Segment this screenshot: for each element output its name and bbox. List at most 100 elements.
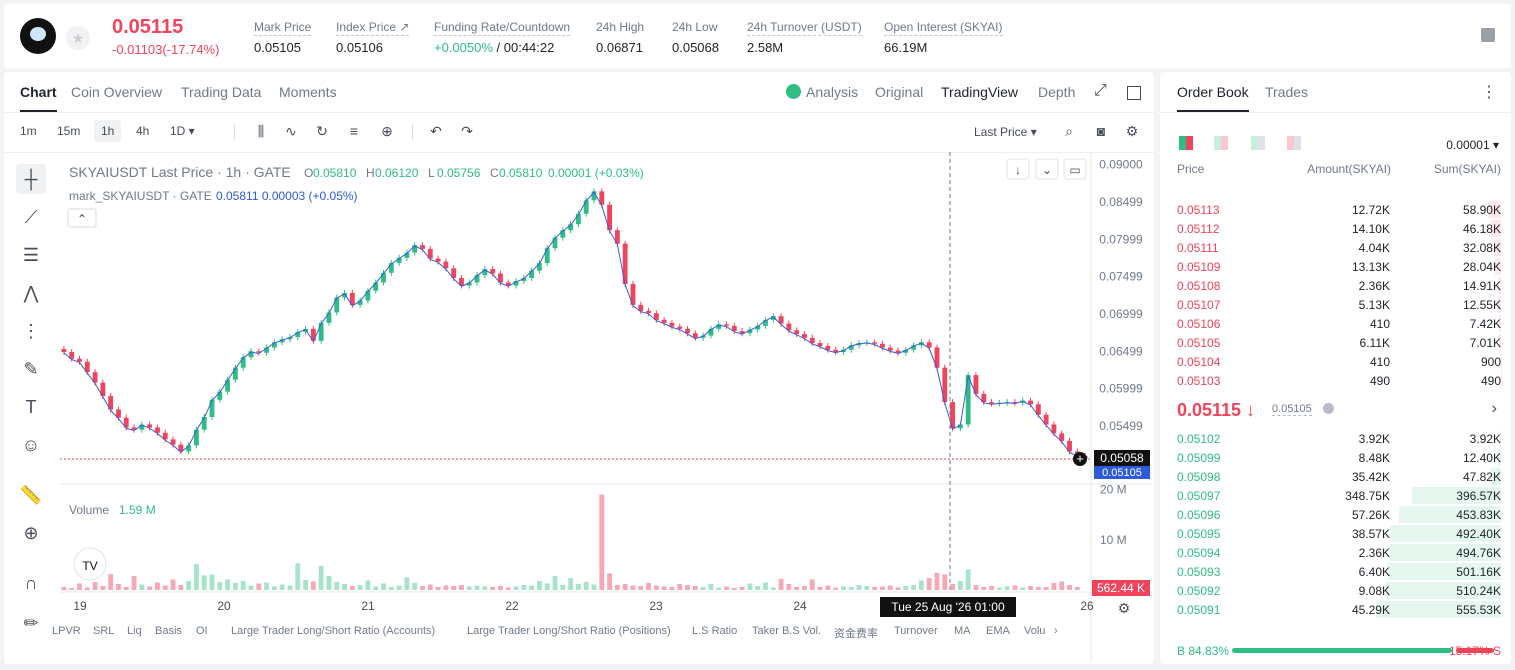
undo-icon[interactable]: ↶ [430,123,442,139]
timeframe-1h[interactable]: 1h [94,120,122,142]
bid-row[interactable]: 0.05096 57.26K 453.83K [1160,505,1511,524]
bid-row[interactable]: 0.05095 38.57K 492.40K [1160,524,1511,543]
bid-row[interactable]: 0.05098 35.42K 47.82K [1160,467,1511,486]
view-original[interactable]: Original [875,84,924,100]
brush-tool-icon[interactable]: ✎ [23,359,39,379]
indicator-item[interactable]: L.S Ratio [692,625,738,637]
zoom-tool-icon[interactable]: ⊕ [23,523,39,543]
tab-order-book[interactable]: Order Book [1177,84,1249,112]
chart-control-button[interactable] [1035,158,1059,180]
tab-coin-overview[interactable]: Coin Overview [71,84,163,100]
bid-row[interactable]: 0.05094 2.36K 494.76K [1160,543,1511,562]
timeframe-15m[interactable]: 15m [57,124,81,138]
stat-label[interactable]: Funding Rate/Countdown [434,20,571,36]
tab-trades[interactable]: Trades [1265,84,1309,100]
redo-icon[interactable]: ↷ [461,123,473,139]
bid-row[interactable]: 0.05092 9.08K 510.24K [1160,581,1511,600]
crosshair-tool-icon[interactable]: ┼ [16,164,46,194]
bid-row[interactable]: 0.05097 348.75K 396.57K [1160,486,1511,505]
add-icon[interactable]: ⊕ [381,123,393,139]
indicators-icon[interactable]: ∿ [285,123,297,139]
gear-icon[interactable]: ⚙ [1125,123,1139,139]
indicator-item[interactable]: Basis [155,625,182,637]
fib-tool-icon[interactable]: ☰ [22,245,40,265]
magnet-tool-icon[interactable]: ∩ [24,573,38,593]
tab-trading-data[interactable]: Trading Data [181,84,262,100]
indicator-item[interactable]: Liq [127,625,142,637]
bids-only-icon[interactable] [1251,136,1265,150]
candle-type-icon[interactable]: ⫼ [257,123,265,139]
price-chart[interactable]: 0.09000 0.08499 0.07999 0.07499 0.06999 0.064… [4,152,1154,662]
camera-icon[interactable]: ◙ [1096,123,1106,139]
ruler-tool-icon[interactable]: 📏 [19,485,43,505]
trendline-tool-icon[interactable]: ⟋ [24,207,38,227]
indicator-item[interactable]: OI [196,625,208,637]
precision-select[interactable]: 0.00001 ▾ [1446,138,1499,152]
timeframe-1m[interactable]: 1m [20,124,37,138]
expand-icon[interactable]: ⤢ [1094,82,1107,99]
settings-list-icon[interactable]: ≡ [349,123,359,139]
chart-control-button[interactable] [1006,158,1030,180]
window-icon[interactable] [1127,86,1141,100]
more-icon[interactable]: ⋮ [1481,84,1497,101]
timeframe-4h[interactable]: 4h [136,124,150,138]
book-icon[interactable] [1481,28,1495,42]
ask-row[interactable]: 0.05103 490 490 [1160,371,1511,390]
ask-row[interactable]: 0.05105 6.11K 7.01K [1160,333,1511,352]
stat-label[interactable]: Index Price ↗ [336,20,410,36]
view-tradingview[interactable]: TradingView [941,84,1019,100]
chevron-right-icon[interactable]: › [1491,400,1497,417]
tab-chart[interactable]: Chart [20,84,57,112]
indicator-item[interactable]: Large Trader Long/Short Ratio (Positions… [467,625,671,637]
view-depth[interactable]: Depth [1038,84,1076,100]
chevron-right-icon[interactable]: › [1054,625,1058,637]
bid-row[interactable]: 0.05091 45.29K 555.53K [1160,600,1511,619]
indicator-item[interactable]: MA [954,625,971,637]
compare-icon[interactable]: ↻ [316,123,328,139]
candle [848,345,854,350]
chart-control-button[interactable] [1063,158,1087,180]
order-sum: 900 [1480,355,1501,369]
buy-sell-icon[interactable] [1214,136,1228,150]
ask-row[interactable]: 0.05104 410 900 [1160,352,1511,371]
emoji-tool-icon[interactable]: ☺ [21,435,41,455]
asks-only-icon[interactable] [1287,136,1301,150]
ask-row[interactable]: 0.05106 410 7.42K [1160,314,1511,333]
candle [381,272,386,283]
stat-label[interactable]: 24h Turnover (USDT) [747,20,862,36]
indicator-item[interactable]: Large Trader Long/Short Ratio (Accounts) [231,625,436,637]
ask-row[interactable]: 0.05107 5.13K 12.55K [1160,295,1511,314]
search-icon[interactable]: ⌕ [1065,123,1073,139]
text-tool-icon[interactable]: T [25,397,37,417]
stat-label[interactable]: Open Interest (SKYAI) [884,20,1003,36]
volume-legend-title: Volume [69,503,109,517]
ask-row[interactable]: 0.05111 4.04K 32.08K [1160,238,1511,257]
ask-row[interactable]: 0.05112 14.10K 46.18K [1160,219,1511,238]
indicator-item[interactable]: Volu [1024,625,1046,637]
collapse-legend-button[interactable] [67,208,97,228]
tab-moments[interactable]: Moments [279,84,337,100]
lock-draw-icon[interactable]: ✏ [23,613,39,633]
ask-row[interactable]: 0.05109 13.13K 28.04K [1160,257,1511,276]
bid-row[interactable]: 0.05099 8.48K 12.40K [1160,448,1511,467]
indicator-item[interactable]: 资金费率 [834,628,878,640]
bid-row[interactable]: 0.05102 3.92K 3.92K [1160,429,1511,448]
ask-row[interactable]: 0.05113 12.72K 58.90K [1160,200,1511,219]
indicator-item[interactable]: LPVR [52,625,81,637]
view-analysis[interactable]: Analysis [806,84,859,100]
timeframe-1d[interactable]: 1D ▾ [170,124,195,138]
indicator-item[interactable]: Turnover [894,625,938,637]
bid-row[interactable]: 0.05093 6.40K 501.16K [1160,562,1511,581]
measure-lines-icon[interactable]: ⋮ [22,321,40,341]
favorite-star-icon[interactable]: ★ [66,26,90,50]
add-alert-icon[interactable] [1073,451,1087,466]
pattern-tool-icon[interactable]: ⋀ [23,283,39,303]
ask-row[interactable]: 0.05108 2.36K 14.91K [1160,276,1511,295]
indicator-item[interactable]: Taker B.S Vol. [752,625,822,637]
indicator-item[interactable]: EMA [986,625,1010,637]
price-source-select[interactable]: Last Price ▾ [974,125,1037,139]
both-sides-icon[interactable] [1179,136,1193,150]
candle [802,334,807,338]
stat-label[interactable]: Mark Price [254,20,312,36]
indicator-item[interactable]: SRL [93,625,115,637]
